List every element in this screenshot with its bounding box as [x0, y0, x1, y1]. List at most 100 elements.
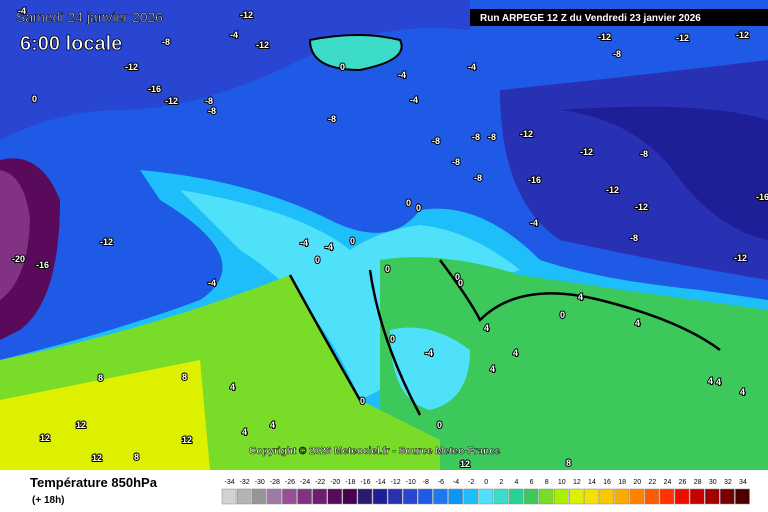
- scale-swatch: [357, 488, 373, 505]
- scale-label: -18: [345, 479, 355, 486]
- scale-swatch: [553, 488, 569, 505]
- scale-swatch: [221, 488, 237, 505]
- contour-label: 4: [716, 377, 721, 387]
- contour-label: -8: [432, 136, 440, 146]
- contour-label: 4: [490, 364, 495, 374]
- scale-label: 32: [724, 479, 732, 486]
- contour-label: -16: [756, 192, 768, 202]
- contour-label: -12: [580, 147, 593, 157]
- scale-swatch: [659, 488, 675, 505]
- scale-swatch: [644, 488, 660, 505]
- contour-label: 12: [182, 435, 192, 445]
- contour-label: -8: [630, 233, 638, 243]
- scale-label: -16: [360, 479, 370, 486]
- contour-label: 0: [32, 94, 37, 104]
- map: [0, 0, 768, 470]
- scale-label: -22: [315, 479, 325, 486]
- contour-label: -4: [300, 238, 308, 248]
- contour-label: -16: [528, 175, 541, 185]
- contour-label: 0: [315, 255, 320, 265]
- contour-label: -20: [12, 254, 25, 264]
- contour-label: 8: [134, 452, 139, 462]
- scale-swatch: [297, 488, 312, 505]
- scale-label: -30: [255, 479, 265, 486]
- scale-swatch: [282, 488, 297, 505]
- contour-label: -12: [165, 96, 178, 106]
- contour-label: -4: [18, 6, 26, 16]
- scale-swatch: [433, 488, 448, 505]
- contour-label: -8: [488, 132, 496, 142]
- scale-swatch: [342, 488, 358, 505]
- scale-label: 10: [558, 479, 566, 486]
- scale-swatch: [312, 488, 327, 505]
- contour-label: 4: [230, 382, 235, 392]
- scale-swatch: [463, 488, 478, 505]
- contour-label: 12: [92, 453, 102, 463]
- scale-swatch: [538, 488, 554, 505]
- scale-swatch: [614, 488, 629, 505]
- scale-label: 12: [573, 479, 581, 486]
- scale-swatch: [372, 488, 388, 505]
- scale-swatch: [720, 488, 735, 505]
- scale-label: 0: [484, 479, 488, 486]
- scale-label: -28: [270, 479, 280, 486]
- contour-label: 12: [460, 459, 470, 469]
- contour-label: -12: [598, 32, 611, 42]
- contour-label: -4: [410, 95, 418, 105]
- contour-label: 4: [270, 420, 275, 430]
- scale-label: -12: [391, 479, 401, 486]
- contour-label: 4: [708, 376, 713, 386]
- scale-label: 34: [739, 479, 747, 486]
- contour-label: -12: [676, 33, 689, 43]
- date: Samedi 24 janvier 2026: [16, 9, 163, 25]
- contour-label: -4: [530, 218, 538, 228]
- map-labels: -4 -12-12-4-8 -12-16-12 -8-800-4-4-4-8-8 -8-…: [11, 5, 768, 470]
- scale-swatch: [508, 488, 524, 505]
- scale-label: 26: [679, 479, 687, 486]
- contour-label: 0: [390, 334, 395, 344]
- scale-swatch: [387, 488, 403, 505]
- scale-swatch: [448, 488, 463, 505]
- run: Run ARPEGE 12 Z du Vendredi 23 janvier 2…: [480, 13, 701, 24]
- scale-label: -6: [438, 479, 444, 486]
- contour-label: 4: [513, 348, 518, 358]
- contour-label: -8: [162, 37, 170, 47]
- contour-label: -12: [100, 237, 113, 247]
- contour-label: -8: [208, 106, 216, 116]
- contour-label: 0: [406, 198, 411, 208]
- contour-label: -8: [474, 173, 482, 183]
- contour-label: 0: [360, 396, 365, 406]
- scale-swatch: [493, 488, 509, 505]
- contour-label: 8: [182, 372, 187, 382]
- scale-label: -4: [453, 479, 459, 486]
- contour-label: -4: [425, 348, 433, 358]
- legend-title: Température 850hPa: [30, 475, 158, 490]
- contour-label: 0: [416, 203, 421, 213]
- contour-label: -12: [734, 253, 747, 263]
- contour-label: 8: [566, 458, 571, 468]
- contour-label: 0: [455, 272, 460, 282]
- scale-swatch: [704, 488, 720, 505]
- contour-label: 12: [40, 433, 50, 443]
- scale-label: 4: [514, 479, 518, 486]
- scale-label: -2: [468, 479, 474, 486]
- scale-swatch: [599, 488, 614, 505]
- scale-label: -32: [240, 479, 250, 486]
- scale-label: 16: [603, 479, 611, 486]
- contour-label: -4: [208, 278, 216, 288]
- scale-label: 30: [709, 479, 717, 486]
- scale-swatch: [735, 488, 750, 505]
- scale-label: 24: [664, 479, 672, 486]
- scale-swatch: [478, 488, 494, 505]
- contour-label: 0: [437, 420, 442, 430]
- scale-swatch: [569, 488, 584, 505]
- scale-label: 20: [633, 479, 641, 486]
- scale-label: 8: [545, 479, 549, 486]
- scale-swatch: [267, 488, 282, 505]
- contour-label: -12: [635, 202, 648, 212]
- legend-lead: (+ 18h): [32, 495, 65, 506]
- time: 6:00 locale: [20, 33, 122, 55]
- contour-label: -4: [398, 70, 406, 80]
- scale-label: 14: [588, 479, 596, 486]
- scale-swatch: [418, 488, 433, 505]
